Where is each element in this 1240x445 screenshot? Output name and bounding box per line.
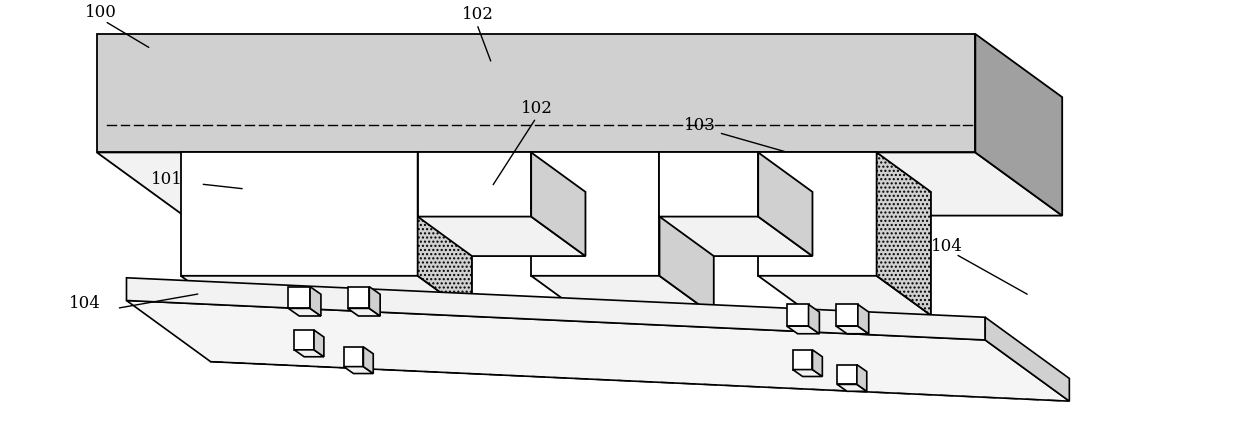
Polygon shape xyxy=(812,350,822,376)
Polygon shape xyxy=(787,326,820,334)
Polygon shape xyxy=(758,153,812,256)
Polygon shape xyxy=(126,278,986,340)
Polygon shape xyxy=(314,330,324,357)
Text: 100: 100 xyxy=(86,4,117,21)
Polygon shape xyxy=(976,34,1063,216)
Polygon shape xyxy=(660,153,758,217)
Polygon shape xyxy=(97,153,1063,216)
Text: 101: 101 xyxy=(151,171,184,188)
Polygon shape xyxy=(792,350,812,370)
Polygon shape xyxy=(343,367,373,373)
Polygon shape xyxy=(660,217,812,256)
Polygon shape xyxy=(418,153,531,217)
Text: 104: 104 xyxy=(69,295,102,312)
Text: 102: 102 xyxy=(463,6,494,23)
Polygon shape xyxy=(289,308,321,316)
Polygon shape xyxy=(181,153,418,276)
Polygon shape xyxy=(808,304,820,334)
Polygon shape xyxy=(418,153,472,316)
Polygon shape xyxy=(310,287,321,316)
Polygon shape xyxy=(181,276,472,316)
Polygon shape xyxy=(347,308,381,316)
Polygon shape xyxy=(347,287,370,308)
Polygon shape xyxy=(877,153,931,316)
Polygon shape xyxy=(758,276,931,316)
Polygon shape xyxy=(660,153,714,316)
Polygon shape xyxy=(370,287,381,316)
Polygon shape xyxy=(97,34,976,153)
Polygon shape xyxy=(758,153,877,276)
Polygon shape xyxy=(836,326,869,334)
Polygon shape xyxy=(836,304,858,326)
Polygon shape xyxy=(792,370,822,376)
Polygon shape xyxy=(787,304,808,326)
Polygon shape xyxy=(531,153,660,276)
Polygon shape xyxy=(986,317,1069,401)
Polygon shape xyxy=(126,300,1069,401)
Text: 103: 103 xyxy=(684,117,715,134)
Polygon shape xyxy=(837,364,857,384)
Polygon shape xyxy=(837,384,867,391)
Text: 102: 102 xyxy=(521,100,553,117)
Polygon shape xyxy=(857,364,867,391)
Polygon shape xyxy=(294,330,314,350)
Text: 104: 104 xyxy=(931,238,962,255)
Polygon shape xyxy=(343,347,363,367)
Polygon shape xyxy=(294,350,324,357)
Polygon shape xyxy=(363,347,373,373)
Polygon shape xyxy=(418,217,585,256)
Polygon shape xyxy=(531,276,714,316)
Polygon shape xyxy=(858,304,869,334)
Polygon shape xyxy=(289,287,310,308)
Polygon shape xyxy=(531,153,585,256)
